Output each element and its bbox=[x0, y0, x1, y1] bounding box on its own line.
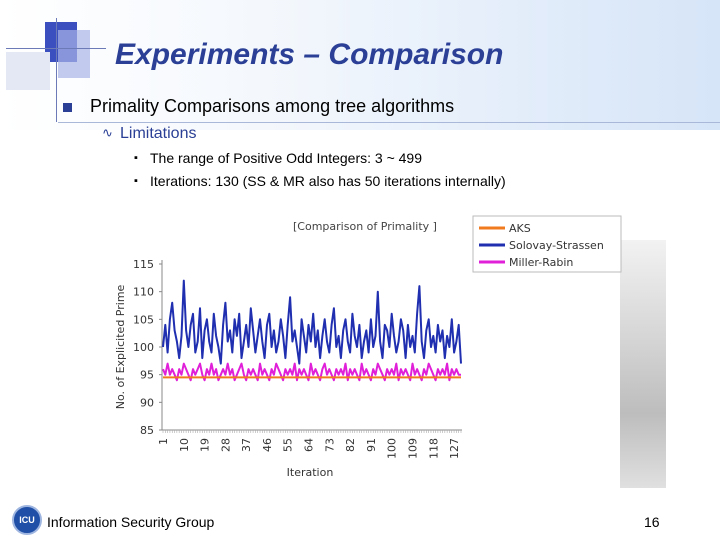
x-tick-label: 1 bbox=[157, 438, 170, 445]
x-tick-label: 46 bbox=[261, 438, 274, 452]
deco-line-vertical bbox=[56, 18, 57, 122]
x-tick-label: 82 bbox=[344, 438, 357, 452]
small-square-bullet-icon: ▪ bbox=[134, 152, 138, 164]
decorative-photo-strip bbox=[620, 240, 666, 488]
x-tick-label: 100 bbox=[386, 438, 399, 459]
x-tick-label: 19 bbox=[199, 438, 212, 452]
y-tick-label: 90 bbox=[140, 396, 154, 409]
x-tick-label: 55 bbox=[282, 438, 295, 452]
bullet-level3-text-range: The range of Positive Odd Integers: 3 ~ … bbox=[150, 150, 423, 166]
x-tick-label: 37 bbox=[240, 438, 253, 452]
x-tick-label: 64 bbox=[303, 438, 316, 452]
series-line-miller-rabin bbox=[162, 362, 461, 382]
chart-title: [Comparison of Primality ] bbox=[293, 220, 437, 233]
x-tick-label: 28 bbox=[219, 438, 232, 452]
y-tick-label: 100 bbox=[133, 341, 154, 354]
x-tick-label: 73 bbox=[323, 438, 336, 452]
legend-label: Miller-Rabin bbox=[509, 256, 573, 269]
small-square-bullet-icon: ▪ bbox=[134, 175, 138, 187]
title-underline bbox=[58, 122, 720, 123]
y-tick-label: 110 bbox=[133, 286, 154, 299]
x-tick-label: 91 bbox=[365, 438, 378, 452]
header-band bbox=[0, 0, 720, 130]
series-line-solovay-strassen bbox=[162, 279, 462, 365]
page-number: 16 bbox=[644, 514, 660, 530]
x-tick-label: 10 bbox=[178, 438, 191, 452]
legend-label: Solovay-Strassen bbox=[509, 239, 604, 252]
y-tick-label: 105 bbox=[133, 313, 154, 326]
bullet-level3-text-iterations: Iterations: 130 (SS & MR also has 50 ite… bbox=[150, 173, 506, 189]
y-tick-label: 95 bbox=[140, 369, 154, 382]
deco-square-pale bbox=[6, 52, 50, 90]
y-axis-label: No. of Explicited Prime bbox=[114, 284, 127, 409]
bullet-level1-text: Primality Comparisons among tree algorit… bbox=[90, 96, 455, 116]
x-axis-label: Iteration bbox=[287, 466, 334, 479]
x-tick-label: 109 bbox=[406, 438, 419, 459]
deco-line-horizontal bbox=[6, 48, 106, 49]
legend-label: AKS bbox=[509, 222, 531, 235]
footer-text: Information Security Group bbox=[47, 514, 215, 530]
icu-logo-icon: ICU bbox=[12, 505, 42, 535]
square-bullet-icon bbox=[63, 103, 72, 112]
y-tick-label: 115 bbox=[133, 258, 154, 271]
y-tick-label: 85 bbox=[140, 424, 154, 437]
diamond-bullet-icon: ∿ bbox=[102, 125, 113, 140]
x-tick-label: 127 bbox=[448, 438, 461, 459]
slide-title: Experiments – Comparison bbox=[115, 38, 504, 71]
deco-square-light bbox=[58, 30, 90, 78]
x-tick-label: 118 bbox=[427, 438, 440, 459]
bullet-level2-text: Limitations bbox=[120, 125, 197, 142]
